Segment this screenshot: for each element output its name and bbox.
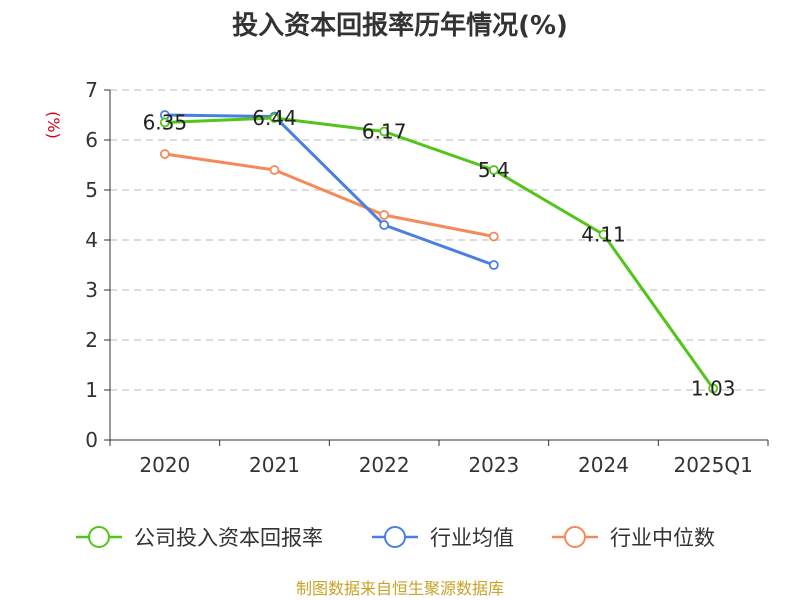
data-label: 6.44 (252, 106, 297, 130)
series-2 (159, 149, 499, 242)
data-point (488, 260, 499, 270)
y-tick-label: 4 (85, 228, 98, 252)
data-point (269, 165, 280, 175)
data-point (488, 165, 499, 175)
legend-marker (384, 526, 406, 548)
legend-item-1: 行业均值 (372, 526, 514, 550)
data-point (159, 149, 170, 159)
y-tick-label: 2 (85, 328, 98, 352)
data-label: 4.11 (581, 223, 626, 247)
x-tick-label: 2025Q1 (673, 453, 752, 477)
legend-marker (564, 526, 586, 548)
y-tick-label: 6 (85, 128, 98, 152)
data-label: 1.03 (691, 377, 736, 401)
data-point (159, 117, 170, 128)
legend-item-0: 公司投入资本回报率 (76, 526, 323, 550)
series-line (164, 116, 715, 390)
axes: 0 1 2 3 4 5 6 7 2020 2021 2022 2023 2024 2025Q1 (85, 78, 769, 477)
series-line (164, 113, 495, 267)
legend-label: 行业均值 (430, 526, 514, 550)
data-point (488, 231, 499, 242)
legend-label: 公司投入资本回报率 (134, 526, 323, 550)
legend-marker (88, 526, 110, 548)
x-tick-label: 2022 (359, 453, 410, 477)
data-label: 5.4 (478, 158, 510, 182)
data-point (269, 113, 280, 123)
data-point (598, 229, 609, 240)
x-tick-label: 2021 (249, 453, 300, 477)
data-label: 6.17 (362, 120, 407, 144)
y-tick-label: 7 (85, 78, 98, 102)
data-label: 6.35 (143, 111, 188, 135)
grid-lines (110, 89, 768, 391)
data-point (379, 210, 390, 220)
x-tick-label: 2020 (139, 453, 190, 477)
series-layer (159, 110, 719, 394)
x-tick-label: 2024 (578, 453, 629, 477)
data-point (708, 383, 719, 394)
y-tick-label: 1 (85, 378, 98, 402)
y-tick-label: 3 (85, 278, 98, 302)
y-tick-label: 5 (85, 178, 98, 202)
y-axis-unit: (%) (44, 111, 63, 139)
data-labels: 6.35 6.44 6.17 5.4 4.11 1.03 (143, 106, 736, 401)
y-tick-label: 0 (85, 428, 98, 452)
chart-title: 投入资本回报率历年情况(%) (232, 10, 568, 41)
data-point (379, 126, 390, 137)
legend-label: 行业中位数 (610, 526, 715, 550)
series-0 (159, 113, 719, 394)
legend: 公司投入资本回报率 行业均值 行业中位数 (76, 526, 715, 550)
series-line (164, 152, 495, 238)
data-point (379, 220, 390, 230)
legend-item-2: 行业中位数 (552, 526, 715, 550)
source-note: 制图数据来自恒生聚源数据库 (296, 579, 504, 598)
x-tick-label: 2023 (468, 453, 519, 477)
